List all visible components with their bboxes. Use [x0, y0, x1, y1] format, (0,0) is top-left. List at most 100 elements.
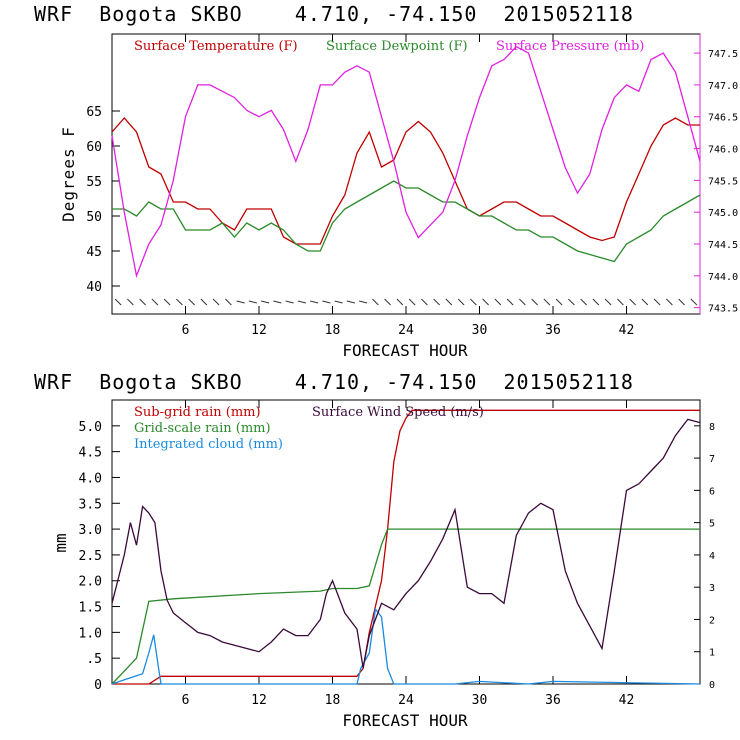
series-sub-grid-rain-mm — [112, 409, 700, 685]
top-y2-tick-label: 745.5 — [708, 176, 738, 187]
wind-barb — [297, 300, 306, 304]
series-surface-temperature-f — [111, 117, 700, 245]
wind-barb — [555, 298, 563, 306]
bottom-chart-title: WRF Bogota SKBO 4.710, -74.150 201505211… — [34, 370, 634, 394]
top-y-tick-label: 65 — [86, 105, 102, 120]
bottom-y2-tick-label: 3 — [709, 583, 715, 594]
top-y2-tick-label: 743.5 — [708, 304, 738, 315]
top-x-tick-label: 30 — [472, 323, 488, 338]
wind-barb — [396, 298, 404, 306]
wind-barb — [139, 298, 146, 306]
wind-barb — [225, 298, 232, 306]
wind-barb — [372, 298, 379, 306]
wind-barb — [678, 298, 685, 306]
bottom-x-tick-label: 18 — [325, 693, 341, 708]
wind-barb — [568, 298, 575, 306]
wind-barb — [580, 298, 587, 306]
bottom-x-tick-label: 36 — [545, 693, 561, 708]
wind-barb — [482, 298, 489, 306]
top-x-axis-label: FORECAST HOUR — [342, 341, 468, 360]
bottom-y2-tick-label: 7 — [709, 454, 715, 465]
wind-barb — [531, 298, 538, 306]
legend-sub-grid-rain-mm: Sub-grid rain (mm) — [134, 405, 261, 420]
wind-barb — [188, 298, 195, 306]
station-label: Bogota SKBO — [99, 370, 243, 394]
wind-barb — [519, 298, 526, 306]
legend-integrated-cloud-mm: Integrated cloud (mm) — [134, 437, 283, 452]
top-x-tick-label: 36 — [545, 323, 561, 338]
bottom-y-tick-label: .5 — [86, 652, 102, 667]
wind-barb — [543, 298, 551, 306]
wind-barb — [261, 300, 270, 304]
series-surface-wind-speed-m-s — [111, 418, 701, 669]
bottom-x-tick-label: 12 — [251, 693, 267, 708]
bottom-y2-tick-label: 0 — [709, 680, 715, 691]
wind-barb — [604, 298, 612, 306]
bottom-y2-tick-label: 6 — [709, 486, 715, 497]
station-label: Bogota SKBO — [99, 2, 243, 26]
bottom-y2-tick-label: 1 — [709, 648, 715, 659]
wind-barb — [494, 298, 502, 306]
wind-barb — [359, 300, 368, 304]
wind-barb — [421, 298, 428, 306]
wind-barb — [212, 298, 220, 306]
wind-barb — [384, 298, 391, 306]
wind-barb — [346, 300, 355, 304]
wind-barb — [127, 298, 134, 306]
bottom-x-tick-label: 6 — [182, 693, 190, 708]
bottom-y-tick-label: 2.0 — [79, 575, 102, 590]
wind-barb — [617, 298, 624, 306]
series-integrated-cloud-mm — [111, 607, 701, 685]
top-y2-tick-label: 746.0 — [708, 145, 738, 156]
init-label: 2015052118 — [503, 370, 634, 394]
coords-label: 4.710, -74.150 — [294, 370, 478, 394]
top-x-tick-label: 6 — [182, 323, 190, 338]
wind-barb — [629, 298, 636, 306]
top-y2-tick-label: 744.0 — [708, 272, 738, 283]
top-y-tick-label: 40 — [86, 280, 102, 295]
bottom-y2-tick-label: 5 — [709, 519, 715, 530]
model-label: WRF — [34, 370, 74, 394]
wind-barb — [248, 300, 257, 304]
top-y2-tick-label: 746.5 — [708, 113, 738, 124]
top-y2-tick-label: 745.0 — [708, 208, 738, 219]
wind-barb — [690, 298, 698, 306]
wind-barb — [322, 300, 331, 304]
top-y-tick-label: 50 — [86, 210, 102, 225]
top-y-tick-label: 55 — [86, 175, 102, 190]
wind-barb — [273, 300, 282, 304]
top-y-tick-label: 45 — [86, 245, 102, 260]
top-chart-title: WRF Bogota SKBO 4.710, -74.150 201505211… — [34, 2, 634, 26]
model-label: WRF — [34, 2, 74, 26]
bottom-y2-tick-label: 8 — [709, 422, 715, 433]
wind-barb — [114, 298, 122, 306]
legend-surface-pressure-mb: Surface Pressure (mb) — [496, 39, 644, 54]
top-y2-tick-label: 744.5 — [708, 240, 738, 251]
bottom-y-tick-label: 1.5 — [79, 601, 102, 616]
series-surface-pressure-mb — [111, 45, 701, 279]
top-x-tick-label: 24 — [398, 323, 414, 338]
top-x-tick-label: 42 — [619, 323, 635, 338]
legend-surface-wind-speed-m-s: Surface Wind Speed (m/s) — [312, 405, 484, 420]
wind-barb — [653, 298, 661, 306]
wind-barb — [176, 298, 183, 306]
top-y2-tick-label: 747.0 — [708, 81, 738, 92]
bottom-y2-tick-label: 4 — [709, 551, 715, 562]
top-x-tick-label: 12 — [251, 323, 267, 338]
bottom-y-tick-label: 0 — [94, 678, 102, 693]
wind-barb — [163, 298, 171, 306]
legend-grid-scale-rain-mm: Grid-scale rain (mm) — [134, 421, 271, 436]
bottom-y-tick-label: 1.0 — [79, 626, 102, 641]
wind-barb — [151, 298, 159, 306]
series-surface-dewpoint-f — [112, 180, 701, 263]
bottom-y-tick-label: 4.5 — [79, 446, 102, 461]
wind-barb — [310, 300, 319, 304]
bottom-x-axis-label: FORECAST HOUR — [342, 711, 468, 730]
wind-barb — [408, 298, 416, 306]
wind-barb — [641, 298, 649, 306]
coords-label: 4.710, -74.150 — [294, 2, 478, 26]
wind-barb — [666, 298, 673, 306]
bottom-y-axis-label: mm — [51, 533, 70, 552]
top-x-tick-label: 18 — [325, 323, 341, 338]
